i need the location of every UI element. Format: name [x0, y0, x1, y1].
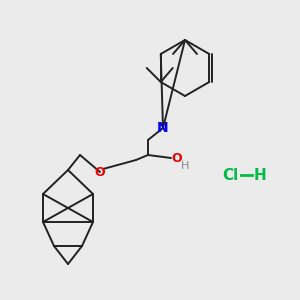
Text: H: H	[181, 161, 189, 171]
Text: N: N	[157, 121, 169, 135]
Text: Cl: Cl	[222, 167, 238, 182]
Text: O: O	[172, 152, 182, 164]
Text: H: H	[254, 167, 266, 182]
Text: O: O	[95, 166, 105, 178]
